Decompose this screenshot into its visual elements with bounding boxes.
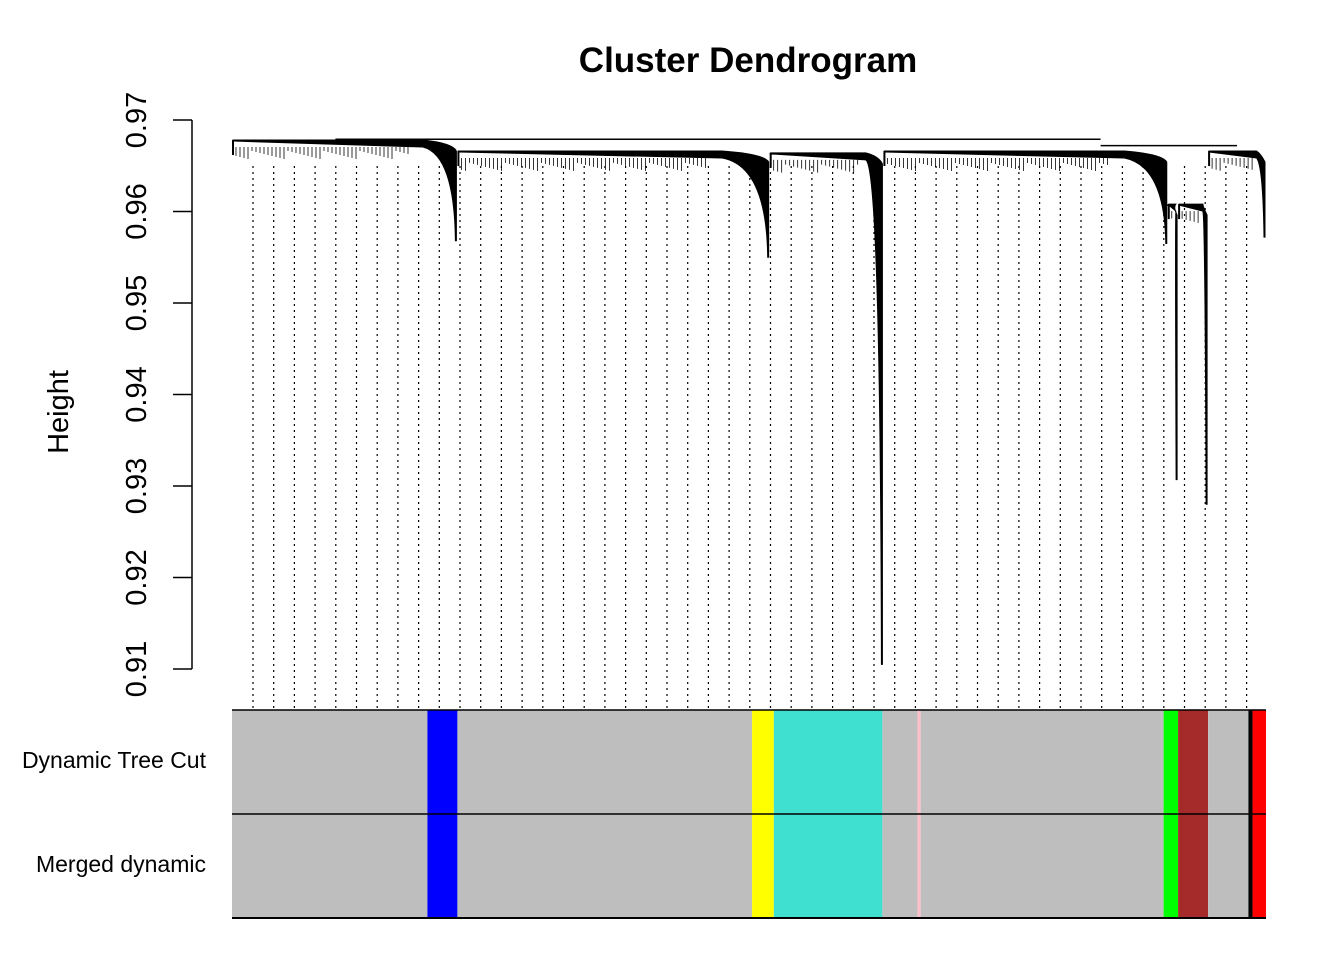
module-color-segment (457, 710, 753, 814)
y-axis-label: Height (43, 370, 75, 454)
cluster-branch (1168, 203, 1178, 481)
module-color-segment (1248, 814, 1253, 918)
module-color-segment (232, 710, 428, 814)
module-color-segment (1208, 814, 1249, 918)
module-color-segment (920, 710, 1164, 814)
cluster-branch (232, 139, 457, 242)
cluster-branch (1208, 150, 1266, 238)
module-color-segment (1252, 710, 1266, 814)
y-tick-label: 0.94 (121, 366, 153, 422)
y-tick-label: 0.97 (121, 92, 153, 148)
module-color-segment (752, 814, 774, 918)
cluster-branch (457, 150, 770, 258)
row-label-merged-dynamic: Merged dynamic (36, 851, 206, 877)
module-color-segment (1163, 710, 1179, 814)
y-tick-label: 0.92 (121, 549, 153, 605)
cluster-branch (883, 150, 1168, 245)
cluster-branch (1178, 203, 1208, 505)
module-color-segment (1208, 710, 1249, 814)
module-color-segment (917, 710, 921, 814)
y-tick-label: 0.96 (121, 183, 153, 239)
module-color-segment (917, 814, 921, 918)
y-tick-label: 0.95 (121, 275, 153, 331)
module-color-segment (920, 814, 1164, 918)
module-row-labels: Dynamic Tree Cut Merged dynamic (22, 747, 207, 877)
chart-title: Cluster Dendrogram (579, 41, 917, 80)
module-color-rows (232, 709, 1266, 919)
module-color-segment (427, 814, 458, 918)
cluster-branch (770, 152, 883, 665)
leaf-guide-lines (252, 166, 1248, 708)
row-label-dynamic-tree-cut: Dynamic Tree Cut (22, 747, 207, 773)
module-color-segment (882, 710, 918, 814)
module-color-segment (427, 710, 458, 814)
module-color-segment (1248, 710, 1253, 814)
module-color-segment (773, 814, 883, 918)
module-color-segment (1163, 814, 1179, 918)
y-tick-label: 0.91 (121, 641, 153, 697)
module-color-segment (1178, 710, 1209, 814)
y-axis: 0.91 0.92 0.93 0.94 0.95 0.96 0.97 (121, 92, 193, 697)
module-color-segment (752, 710, 774, 814)
module-color-segment (773, 710, 883, 814)
dendrogram-tree (232, 138, 1266, 665)
module-color-segment (1252, 814, 1266, 918)
module-color-segment (882, 814, 918, 918)
module-color-segment (457, 814, 753, 918)
module-color-segment (1178, 814, 1209, 918)
y-tick-label: 0.93 (121, 458, 153, 514)
module-color-segment (232, 814, 428, 918)
